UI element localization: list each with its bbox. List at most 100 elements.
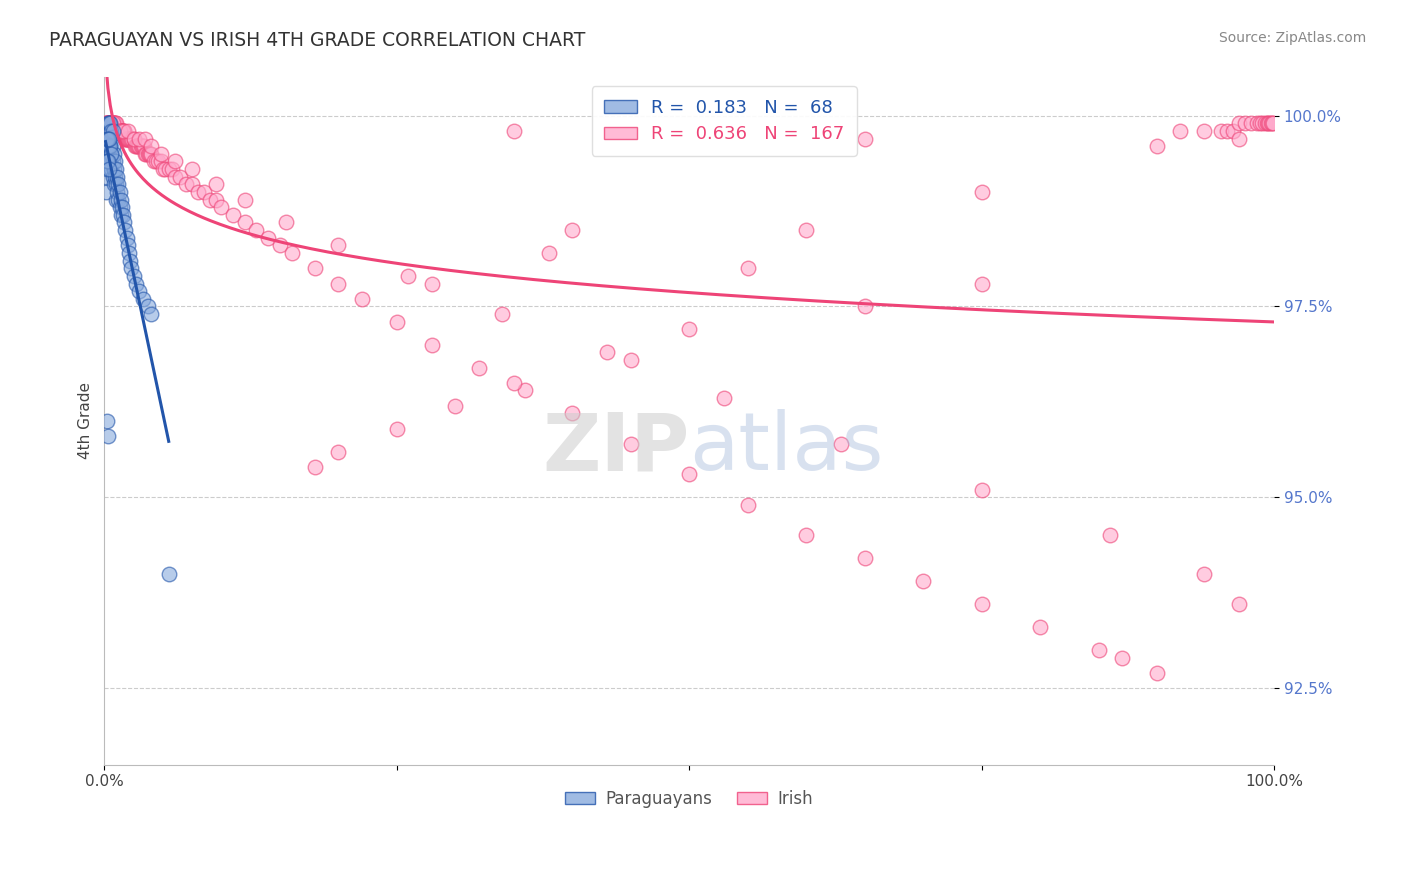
- Point: [149, 154, 172, 169]
- Point: [328, 277, 350, 291]
- Point: [112, 124, 135, 138]
- Point: [1111, 650, 1133, 665]
- Point: [97, 131, 120, 145]
- Point: [1146, 139, 1168, 153]
- Point: [105, 185, 128, 199]
- Point: [98, 116, 121, 130]
- Point: [112, 124, 135, 138]
- Point: [257, 231, 280, 245]
- Point: [467, 360, 489, 375]
- Point: [96, 116, 118, 130]
- Point: [169, 169, 191, 184]
- Point: [107, 124, 129, 138]
- Text: atlas: atlas: [689, 409, 883, 487]
- Point: [187, 185, 209, 199]
- Point: [105, 124, 128, 138]
- Point: [104, 154, 127, 169]
- Point: [121, 131, 143, 145]
- Point: [100, 146, 122, 161]
- Point: [830, 437, 852, 451]
- Point: [134, 139, 156, 153]
- Point: [125, 277, 148, 291]
- Point: [737, 261, 759, 276]
- Text: ZIP: ZIP: [541, 409, 689, 487]
- Point: [105, 193, 128, 207]
- Point: [561, 406, 583, 420]
- Point: [117, 131, 139, 145]
- Point: [1261, 116, 1284, 130]
- Point: [139, 146, 162, 161]
- Point: [94, 185, 117, 199]
- Point: [204, 193, 226, 207]
- Point: [970, 597, 993, 611]
- Point: [110, 124, 132, 138]
- Point: [131, 139, 153, 153]
- Point: [96, 116, 118, 130]
- Point: [1192, 566, 1215, 581]
- Point: [304, 261, 326, 276]
- Point: [129, 139, 152, 153]
- Point: [1227, 116, 1250, 130]
- Point: [100, 146, 122, 161]
- Point: [1251, 116, 1274, 130]
- Point: [136, 146, 159, 161]
- Point: [502, 124, 524, 138]
- Point: [204, 178, 226, 192]
- Point: [120, 261, 142, 276]
- Point: [1261, 116, 1284, 130]
- Point: [101, 116, 124, 130]
- Point: [125, 139, 148, 153]
- Point: [101, 116, 124, 130]
- Point: [97, 116, 120, 130]
- Point: [108, 185, 131, 199]
- Point: [134, 146, 156, 161]
- Point: [1257, 116, 1279, 130]
- Point: [96, 162, 118, 177]
- Point: [136, 300, 159, 314]
- Point: [97, 429, 120, 443]
- Point: [794, 223, 817, 237]
- Point: [98, 116, 121, 130]
- Point: [1246, 116, 1268, 130]
- Point: [1260, 116, 1282, 130]
- Point: [104, 116, 127, 130]
- Point: [104, 169, 127, 184]
- Point: [111, 124, 134, 138]
- Point: [132, 139, 155, 153]
- Point: [157, 162, 180, 177]
- Point: [1249, 116, 1271, 130]
- Point: [118, 246, 141, 260]
- Point: [245, 223, 267, 237]
- Point: [97, 116, 120, 130]
- Point: [142, 154, 165, 169]
- Point: [110, 193, 132, 207]
- Point: [1233, 116, 1256, 130]
- Point: [1211, 124, 1233, 138]
- Point: [107, 178, 129, 192]
- Point: [853, 131, 876, 145]
- Point: [713, 391, 735, 405]
- Point: [328, 444, 350, 458]
- Point: [101, 139, 124, 153]
- Point: [970, 277, 993, 291]
- Point: [98, 139, 121, 153]
- Point: [128, 131, 150, 145]
- Point: [444, 399, 467, 413]
- Point: [103, 162, 125, 177]
- Point: [193, 185, 215, 199]
- Point: [149, 146, 172, 161]
- Point: [96, 146, 118, 161]
- Point: [420, 277, 443, 291]
- Point: [105, 162, 128, 177]
- Point: [135, 146, 157, 161]
- Point: [138, 146, 160, 161]
- Point: [112, 124, 135, 138]
- Point: [96, 131, 118, 145]
- Point: [794, 528, 817, 542]
- Point: [181, 178, 204, 192]
- Point: [853, 300, 876, 314]
- Point: [105, 169, 128, 184]
- Point: [98, 124, 121, 138]
- Point: [970, 185, 993, 199]
- Point: [97, 124, 120, 138]
